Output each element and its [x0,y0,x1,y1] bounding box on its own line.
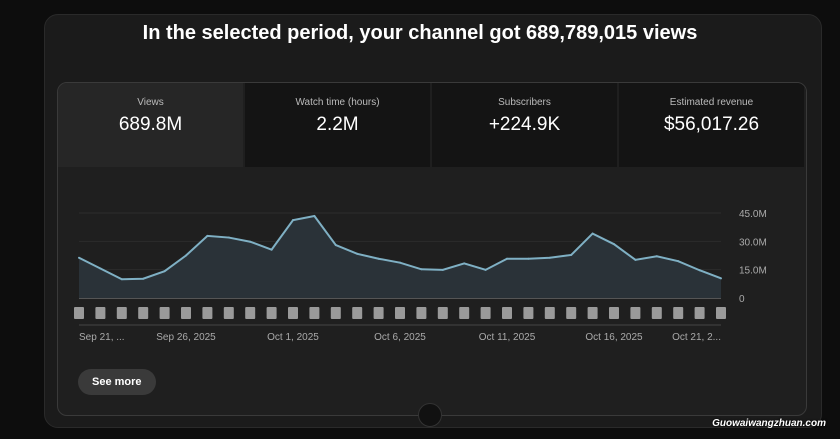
drag-handle[interactable] [418,403,442,427]
data-point [313,215,316,218]
video-thumbnail-marker [159,307,170,319]
video-thumbnail-marker [609,307,619,319]
data-point [206,234,209,237]
metric-label: Subscribers [498,97,551,108]
video-thumbnail-marker [330,307,341,319]
x-tick-label: Sep 21, ... [79,332,125,343]
analytics-card: Views 689.8M Watch time (hours) 2.2M Subsc… [57,82,807,416]
y-tick-label: 45.0M [739,209,767,220]
video-thumbnail-marker [245,307,256,319]
video-thumbnail-marker [651,307,662,319]
y-tick-label: 0 [739,294,745,305]
metric-value: 2.2M [316,114,359,135]
y-tick-label: 30.0M [739,237,767,248]
metric-tab-views[interactable]: Views 689.8M [58,83,245,167]
data-point [677,260,680,263]
data-point [634,258,637,261]
data-point [356,252,359,255]
data-point [463,262,466,265]
video-thumbnail-marker [480,307,491,319]
data-point [249,240,252,243]
data-point [399,261,401,264]
video-thumbnail-marker [544,307,555,319]
video-thumbnail-marker [309,307,320,319]
video-thumbnail-marker [395,307,405,319]
video-thumbnail-marker [566,307,577,319]
video-thumbnail-marker [352,307,363,319]
x-tick-label: Oct 11, 2025 [479,332,536,343]
video-thumbnail-marker [523,307,534,319]
views-chart: 0 15.0M 30.0M 45.0M Sep 21, ... Sep 26, 2025 O… [74,209,767,343]
data-point [720,277,722,280]
data-point [227,236,230,239]
metric-tab-watch-time[interactable]: Watch time (hours) 2.2M [245,83,432,167]
data-point [420,268,423,271]
data-point [78,256,80,259]
data-point [142,277,145,280]
data-point [270,248,273,251]
video-thumbnail-marker [437,307,448,319]
data-point [292,219,294,222]
x-tick-label: Oct 16, 2025 [585,332,643,343]
video-thumbnail-marker [202,307,213,319]
video-thumbnail-marker [694,307,705,319]
video-thumbnail-marker [181,307,191,319]
data-point [613,243,615,246]
metric-label: Estimated revenue [669,97,754,108]
data-point [548,256,551,259]
data-point [655,255,658,258]
x-tick-label: Oct 1, 2025 [267,332,319,343]
data-point [120,278,123,281]
video-thumbnail-marker [116,307,127,319]
video-thumbnail-marker [373,307,384,319]
metric-value: $56,017.26 [663,114,760,135]
data-point [441,268,444,271]
data-point [334,244,337,247]
video-thumbnail-marker [459,307,470,319]
metric-label: Views [137,97,164,108]
data-point [484,268,487,271]
video-thumbnail-marker [95,307,106,319]
metric-tab-revenue[interactable]: Estimated revenue $56,017.26 [619,83,806,167]
video-thumbnail-marker [223,307,234,319]
video-thumbnail-marker [266,307,277,319]
data-point [591,232,594,235]
metric-tab-subscribers[interactable]: Subscribers +224.9K [432,83,619,167]
video-thumbnail-marker [587,307,598,319]
x-tick-label: Oct 21, 2... [672,332,721,343]
data-point [377,257,380,260]
video-thumbnail-marker [74,307,84,319]
watermark: Guowaiwangzhuan.com [712,418,826,429]
video-thumbnail-marker [673,307,684,319]
data-point [698,269,701,272]
data-point [99,267,102,270]
video-thumbnail-marker [502,307,512,319]
video-thumbnail-marker [630,307,641,319]
video-thumbnail-marker [716,307,726,319]
data-point [185,254,187,257]
video-thumbnail-marker [288,307,298,319]
data-point [570,253,573,256]
metric-value: +224.9K [488,114,561,135]
y-tick-label: 15.0M [739,266,767,277]
metric-tabs: Views 689.8M Watch time (hours) 2.2M Subsc… [58,83,806,167]
area-fill [79,216,721,298]
metric-label: Watch time (hours) [295,97,380,108]
data-point [163,270,166,273]
video-thumbnail-marker [416,307,427,319]
data-point [527,257,530,260]
see-more-button[interactable]: See more [78,369,156,395]
x-tick-label: Oct 6, 2025 [374,332,426,343]
data-point [506,257,508,260]
metric-value: 689.8M [118,114,183,135]
video-thumbnail-marker [138,307,149,319]
x-tick-label: Sep 26, 2025 [156,332,216,343]
headline: In the selected period, your channel got… [142,22,698,44]
